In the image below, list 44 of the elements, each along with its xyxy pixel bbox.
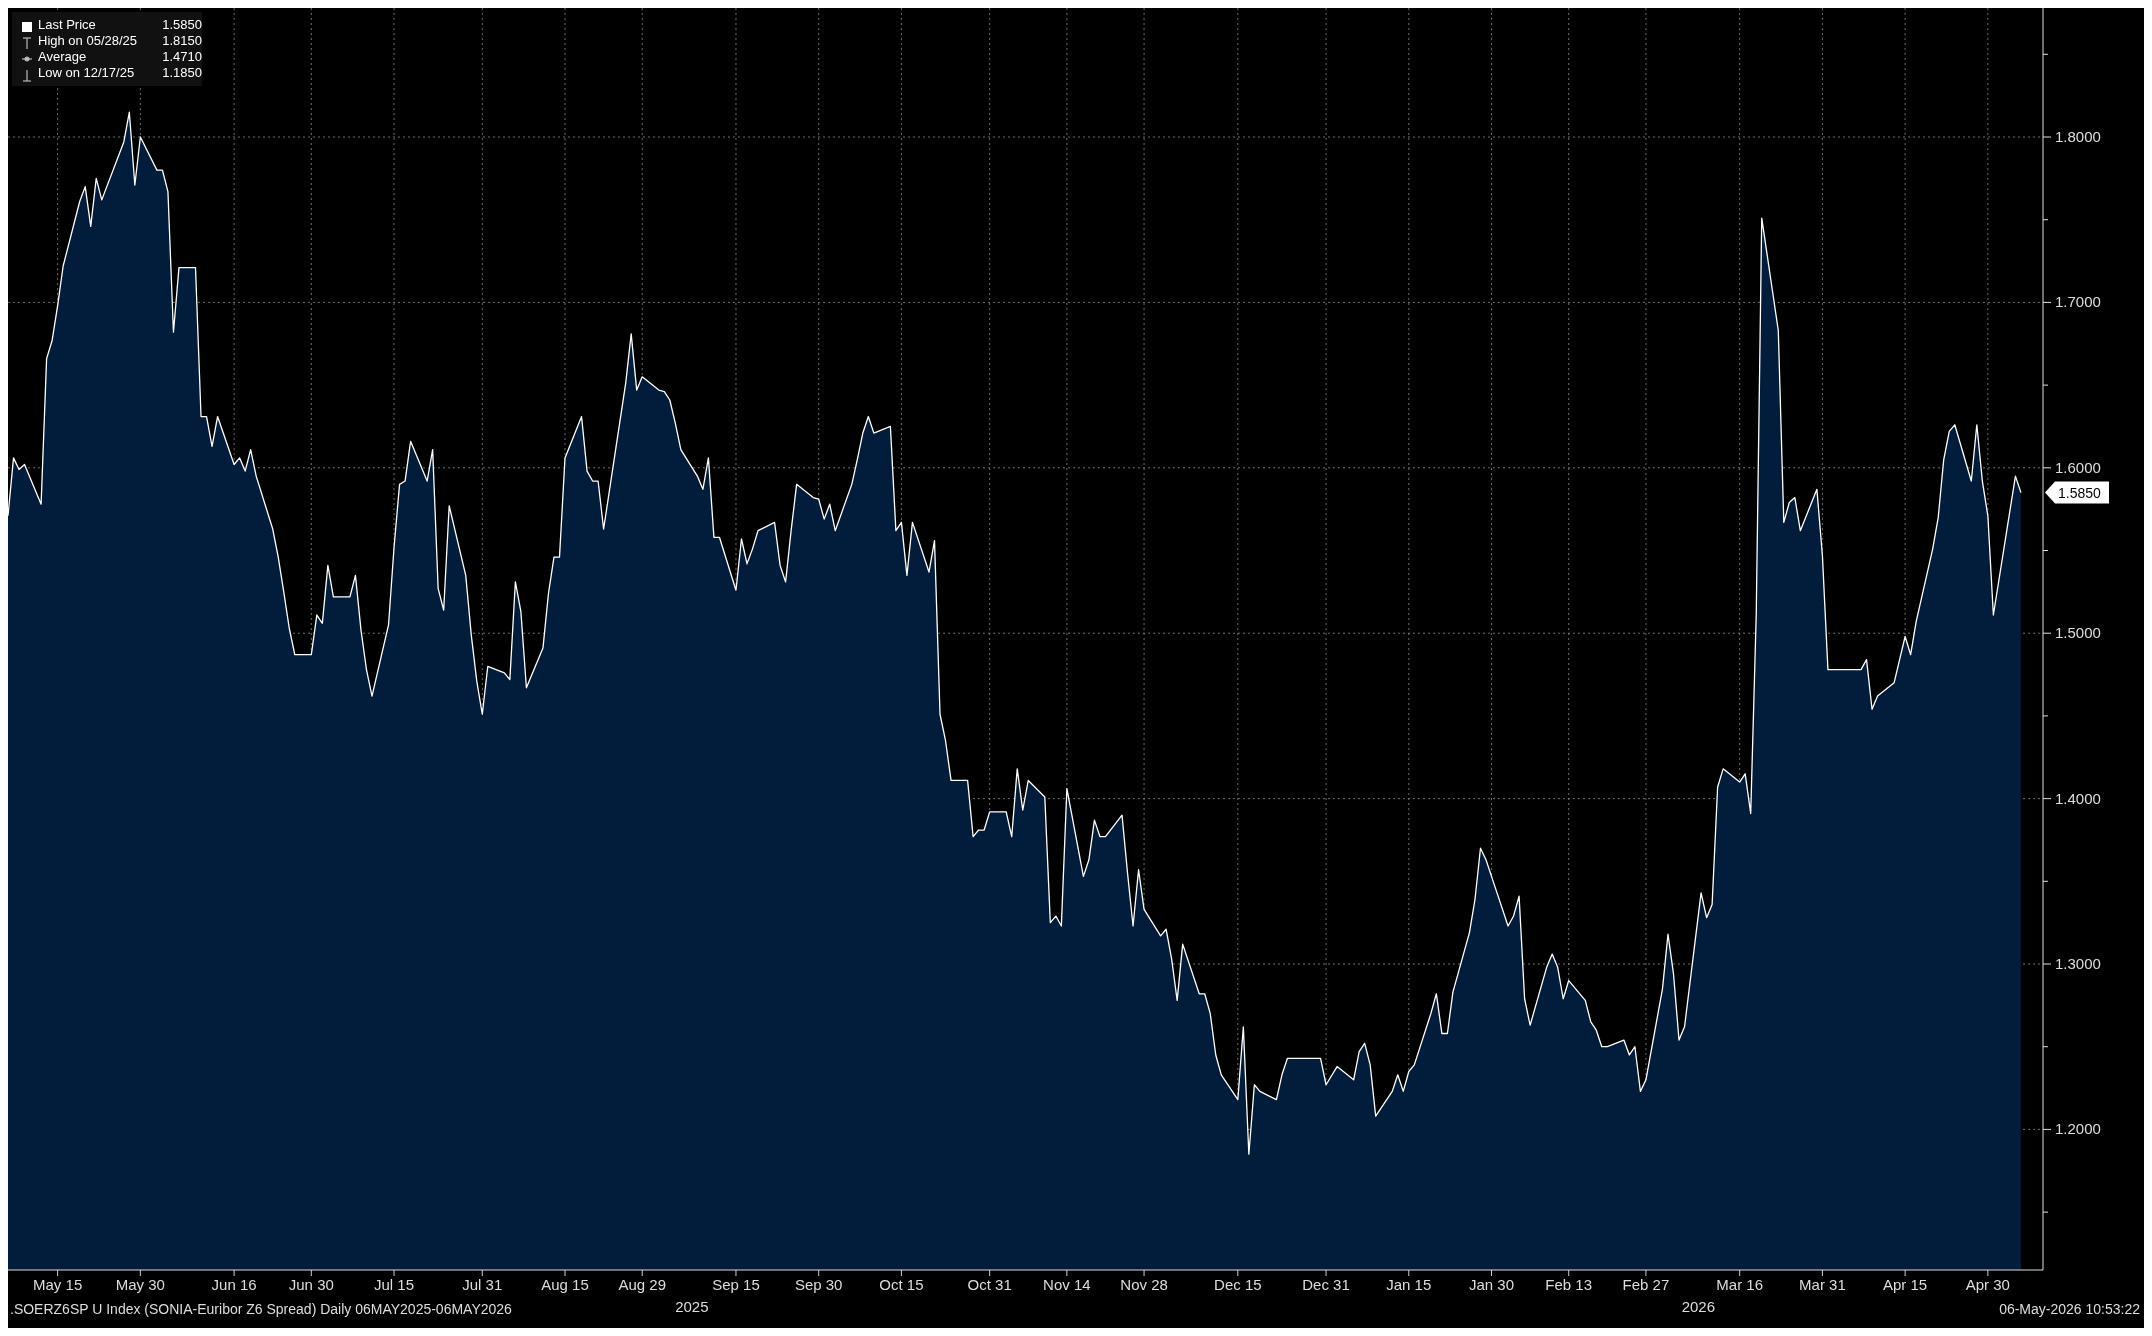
x-tick-label: Jan 15: [1386, 1276, 1432, 1293]
x-tick-label: Nov 28: [1120, 1276, 1168, 1293]
x-tick-label: Dec 15: [1214, 1276, 1262, 1293]
annotation: 1.8150: [162, 33, 202, 48]
text: 06-May-2026 10:53:22: [1999, 1301, 2141, 1317]
x-tick-label: Feb 27: [1622, 1276, 1670, 1293]
text: 2025: [675, 1298, 709, 1315]
annotation: Low on 12/17/25: [38, 65, 135, 80]
x-tick-label: Feb 13: [1545, 1276, 1593, 1293]
y-tick-label: 1.4000: [2055, 789, 2101, 807]
x-tick-label: Jan 30: [1468, 1276, 1515, 1293]
legend-label: Last Price: [38, 17, 96, 32]
x-tick-label: Mar 16: [1716, 1276, 1764, 1293]
x-tick-label: Jul 15: [374, 1276, 415, 1293]
x-tick-label: Sep 30: [794, 1276, 843, 1293]
annotation: High on 05/28/25: [38, 33, 138, 48]
x-tick-label: Jun 16: [211, 1276, 257, 1293]
x-tick-label: Nov 14: [1043, 1276, 1091, 1293]
x-tick-label: Oct 15: [879, 1276, 924, 1293]
annotation: 1.4710: [162, 49, 202, 64]
x-tick-label: Apr 30: [1965, 1276, 2010, 1293]
x-tick-label: Mar 31: [1799, 1276, 1846, 1293]
x-tick-label: Aug 15: [541, 1276, 589, 1293]
annotation: 1.5850: [2058, 484, 2102, 501]
x-tick-label: Jul 31: [462, 1276, 503, 1293]
x-tick-label: Oct 31: [967, 1276, 1012, 1293]
y-tick-label: 1.6000: [2055, 458, 2101, 476]
x-tick-label: Jun 30: [288, 1276, 334, 1293]
annotation: 1.5850: [162, 17, 202, 32]
x-tick-label: May 30: [115, 1276, 165, 1293]
y-tick-label: 1.7000: [2055, 293, 2101, 311]
x-tick-label: May 15: [33, 1276, 83, 1293]
y-tick-label: 1.8000: [2055, 128, 2101, 146]
y-tick-label: 1.2000: [2055, 1120, 2101, 1138]
y-tick-label: 1.5000: [2055, 624, 2101, 642]
text: .SOERZ6SP U Index (SONIA-Euribor Z6 Spread) Daily 06MAY2025-06MAY2026: [10, 1301, 513, 1317]
annotation: 1.1850: [162, 65, 202, 80]
x-tick-label: Apr 15: [1883, 1276, 1928, 1293]
x-tick-label: Sep 15: [712, 1276, 760, 1293]
text: 2026: [1681, 1298, 1716, 1315]
annotation: Average: [38, 49, 87, 64]
y-tick-label: 1.3000: [2055, 955, 2101, 973]
x-tick-label: Dec 31: [1302, 1276, 1350, 1293]
x-tick-label: Aug 29: [618, 1276, 666, 1293]
